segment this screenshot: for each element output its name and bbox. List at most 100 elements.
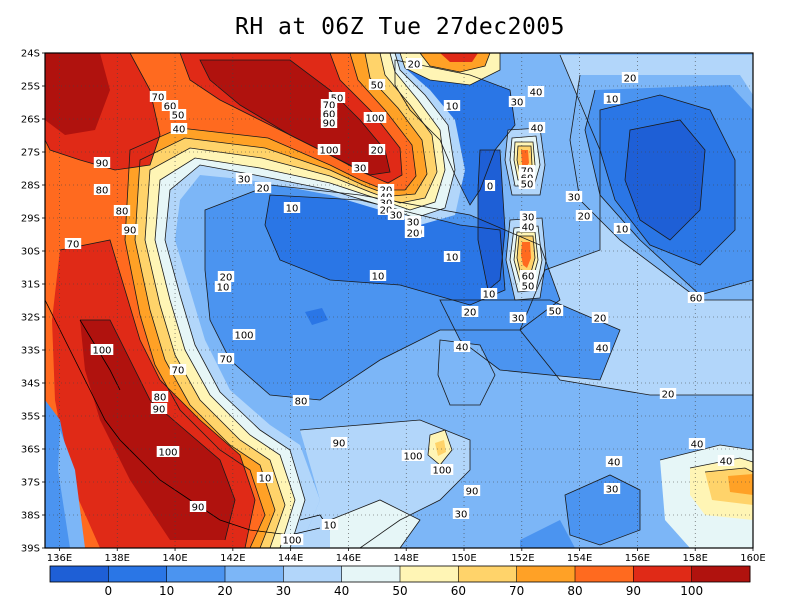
contour-label-bg (519, 211, 537, 222)
contour-label-bg (430, 464, 454, 475)
contour-label-bg (161, 100, 179, 111)
contour-label: 20 (594, 314, 607, 325)
contour-label-bg (519, 270, 537, 281)
contour-label: 20 (407, 229, 420, 240)
contour-label-bg (292, 395, 310, 406)
contour-label: 20 (464, 308, 477, 319)
contour-label-bg (363, 112, 387, 123)
contour-label: 70 (172, 366, 185, 377)
lat-label: 25S (21, 82, 40, 93)
shade-nw-110c (80, 320, 235, 540)
contour-label-bg (254, 182, 272, 193)
contour-label-bg (405, 58, 423, 69)
contour-label-bg (320, 117, 338, 128)
lat-label: 28S (21, 181, 40, 192)
colorbar-swatch (50, 566, 109, 582)
contour-label: 70 (323, 101, 336, 112)
contour-label: 60 (323, 110, 336, 121)
lon-label: 142E (220, 553, 245, 564)
contour-label-bg (93, 184, 111, 195)
contour-label-bg (603, 483, 621, 494)
lat-label: 38S (21, 511, 40, 522)
contour-label-bg (235, 173, 253, 184)
shade-20-south (565, 475, 640, 545)
contour-label-bg (527, 86, 545, 97)
contour-label-bg (113, 205, 131, 216)
contour-label-bg (546, 305, 564, 316)
map-title: RH at 06Z Tue 27dec2005 (235, 14, 565, 40)
contour-label-bg (480, 288, 498, 299)
contour-label: 30 (238, 175, 251, 186)
contour-label: 100 (282, 536, 301, 547)
contour-label-bg (320, 108, 338, 119)
shade-70-blob (435, 440, 446, 456)
contour-label: 90 (153, 405, 166, 416)
contour-label: 10 (606, 95, 619, 106)
contour-label: 50 (522, 282, 535, 293)
contour-label: 40 (530, 88, 543, 99)
shade-nw-110a (200, 60, 390, 175)
lat-label: 29S (21, 214, 40, 225)
contour-label-bg (149, 91, 167, 102)
colorbar-label: 100 (680, 584, 703, 598)
lat-label: 31S (21, 280, 40, 291)
shade-20-south2 (520, 520, 575, 548)
contour-label: 50 (172, 111, 185, 122)
contour-label: 90 (323, 119, 336, 130)
contour-label-bg (151, 391, 169, 402)
contour-label: 20 (578, 212, 591, 223)
contour-label: 10 (324, 521, 337, 532)
lon-label: 150E (451, 553, 476, 564)
contour-label-bg (518, 172, 536, 183)
lon-label: 158E (683, 553, 708, 564)
shade-0-strip (478, 150, 505, 290)
lat-label: 34S (21, 379, 40, 390)
contour-label: 40 (720, 457, 733, 468)
contour-label-bg (463, 485, 481, 496)
contour-label: 10 (446, 253, 459, 264)
contour-label: 30 (606, 485, 619, 496)
colorbar-swatch (458, 566, 518, 582)
contour-label: 20 (408, 60, 421, 71)
colorbar-label: 60 (451, 584, 466, 598)
contour-label: 30 (512, 314, 525, 325)
graticule (45, 53, 753, 548)
contour-label: 30 (354, 164, 367, 175)
contour-label: 100 (432, 466, 451, 477)
contour-label-bg (453, 341, 471, 352)
contour-label-bg (528, 122, 546, 133)
lon-label: 136E (47, 553, 72, 564)
contour-label: 90 (96, 159, 109, 170)
lat-label: 30S (21, 247, 40, 258)
contour-label-bg (508, 96, 526, 107)
shade-cell-north-90 (521, 150, 529, 169)
colorbar-swatch (225, 566, 284, 582)
contour-label: 40 (608, 458, 621, 469)
contour-label-bg (443, 251, 461, 262)
colorbar-label: 70 (509, 584, 524, 598)
contour-label: 80 (96, 186, 109, 197)
colorbar-label: 90 (626, 584, 641, 598)
contour-label: 100 (365, 114, 384, 125)
contour-label: 40 (173, 125, 186, 136)
contour-label-bg (330, 437, 348, 448)
colorbar-swatch (166, 566, 226, 582)
contour-label: 40 (691, 440, 704, 451)
colorbar-swatch (575, 566, 634, 582)
contour-label: 30 (522, 213, 535, 224)
contour-label: 90 (124, 226, 137, 237)
contour-label: 80 (154, 393, 167, 404)
colorbar-label: 40 (334, 584, 349, 598)
plot-frame (44, 52, 754, 549)
contour-label-bg (591, 312, 609, 323)
contour-label: 20 (624, 74, 637, 85)
contour-label-bg (717, 455, 735, 466)
contour-label: 90 (333, 439, 346, 450)
contour-label: 0 (487, 182, 493, 193)
contour-label-bg (121, 224, 139, 235)
contour-label-bg (518, 178, 536, 189)
contour-label-bg (603, 93, 621, 104)
contour-label: 90 (466, 487, 479, 498)
colorbar-label: 10 (159, 584, 174, 598)
contour-label: 40 (522, 223, 535, 234)
